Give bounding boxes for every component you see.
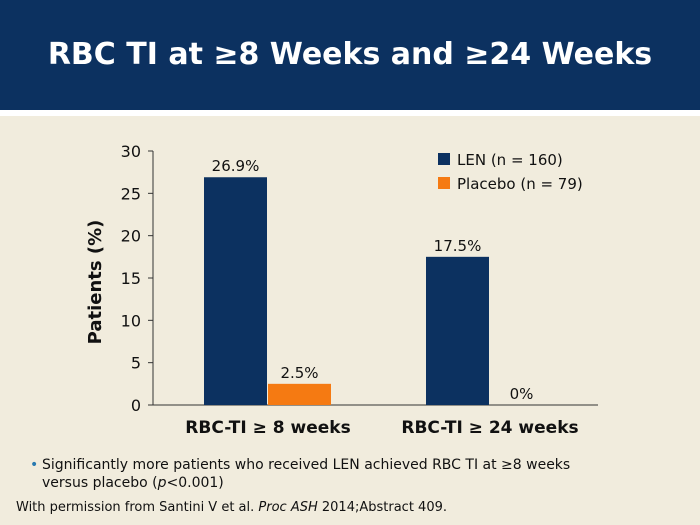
data-label: 0%: [510, 385, 534, 403]
y-axis-title: Patients (%): [85, 220, 106, 345]
bullet-icon: •: [30, 457, 39, 473]
bullet-line-2-italic: p: [157, 475, 167, 491]
bullet-line-2-suffix: <0.001): [166, 475, 224, 491]
legend-swatch-placebo: [438, 177, 450, 189]
credit-prefix: With permission from Santini V et al.: [16, 500, 259, 515]
bar-len-1: [204, 177, 267, 405]
title-bar: RBC TI at ≥8 Weeks and ≥24 Weeks: [0, 0, 700, 110]
credit-journal: Proc ASH: [258, 500, 318, 515]
y-tick-label: 25: [121, 184, 141, 203]
bar-chart: 0 5 10 15 20 25 30 Patients (%) 26.9% 2.5% RBC-TI …: [85, 142, 598, 438]
bar-len-2: [426, 256, 489, 405]
legend-label-placebo: Placebo (n = 79): [457, 175, 583, 193]
y-tick-label: 20: [121, 227, 141, 246]
legend-swatch-len: [438, 153, 450, 165]
y-tick-label: 10: [121, 311, 141, 330]
bullet-line-1: Significantly more patients who received…: [42, 457, 571, 473]
source-credit: With permission from Santini V et al. Pr…: [16, 500, 447, 515]
x-category-label: RBC-TI ≥ 24 weeks: [401, 418, 578, 438]
title-divider: [0, 110, 700, 116]
data-label: 26.9%: [212, 157, 260, 175]
data-label: 17.5%: [434, 237, 482, 255]
legend-label-len: LEN (n = 160): [457, 151, 563, 169]
credit-suffix: 2014;Abstract 409.: [317, 500, 447, 515]
y-tick-label: 30: [121, 142, 141, 161]
bullet-line-2-prefix: versus placebo (: [42, 475, 158, 491]
y-tick-label: 15: [121, 269, 141, 288]
slide-title: RBC TI at ≥8 Weeks and ≥24 Weeks: [47, 37, 653, 72]
bar-placebo-1: [268, 383, 331, 405]
data-label: 2.5%: [280, 364, 318, 382]
y-tick-label: 0: [131, 396, 141, 415]
x-category-label: RBC-TI ≥ 8 weeks: [185, 418, 350, 438]
bullet-point: • Significantly more patients who receive…: [30, 456, 670, 492]
y-tick-label: 5: [131, 354, 141, 373]
